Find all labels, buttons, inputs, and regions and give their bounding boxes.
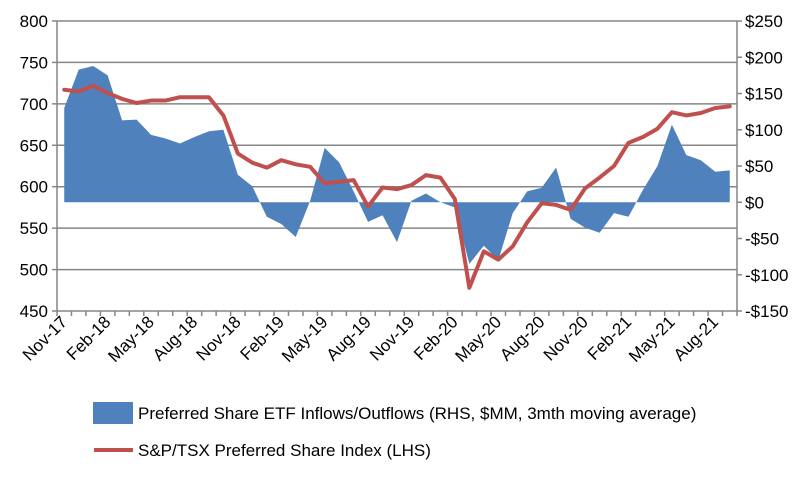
left-tick-label: 750 (20, 53, 48, 72)
etf-flows-area-series (64, 65, 730, 264)
x-tick-label: May-18 (104, 312, 158, 366)
left-tick-label: 800 (20, 12, 48, 31)
right-tick-label: $200 (745, 48, 783, 67)
legend-label-etf-flows: Preferred Share ETF Inflows/Outflows (RH… (138, 404, 696, 423)
x-tick-label: Aug-21 (670, 312, 722, 364)
x-tick-label: May-20 (452, 312, 506, 366)
x-tick-label: Nov-19 (366, 312, 418, 364)
legend-swatch-etf-flows (93, 402, 133, 424)
x-tick-label: Nov-20 (540, 312, 592, 364)
x-axis-ticks: Nov-17Feb-18May-18Aug-18Nov-18Feb-19May-… (19, 311, 738, 366)
etf-flows-area (64, 65, 730, 264)
left-tick-label: 500 (20, 261, 48, 280)
x-tick-label: May-21 (625, 312, 679, 366)
x-tick-label: Aug-18 (149, 312, 201, 364)
right-tick-label: $100 (745, 121, 783, 140)
right-tick-label: $50 (745, 157, 773, 176)
right-tick-label: -$150 (745, 302, 788, 321)
right-tick-label: -$50 (745, 230, 779, 249)
left-tick-label: 450 (20, 302, 48, 321)
right-tick-label: $150 (745, 85, 783, 104)
left-tick-label: 550 (20, 219, 48, 238)
preferred-index-line-series (62, 83, 732, 290)
right-tick-label: $250 (745, 12, 783, 31)
right-axis-ticks: -$150 -$100 -$50 $0 $50 $100 $150 $200 $250 (737, 12, 788, 321)
x-tick-label: Aug-19 (323, 312, 375, 364)
left-axis-ticks: 450 500 550 600 650 700 750 800 (20, 12, 57, 321)
legend: Preferred Share ETF Inflows/Outflows (RH… (93, 402, 696, 460)
left-tick-label: 700 (20, 95, 48, 114)
left-tick-label: 650 (20, 136, 48, 155)
x-tick-label: Nov-18 (192, 312, 244, 364)
right-tick-label: $0 (745, 193, 764, 212)
x-tick-label: May-19 (278, 312, 332, 366)
legend-label-preferred-index: S&P/TSX Preferred Share Index (LHS) (138, 441, 431, 460)
right-tick-label: -$100 (745, 266, 788, 285)
left-tick-label: 600 (20, 178, 48, 197)
preferred-index-line (62, 83, 732, 290)
x-tick-label: Aug-20 (496, 312, 548, 364)
